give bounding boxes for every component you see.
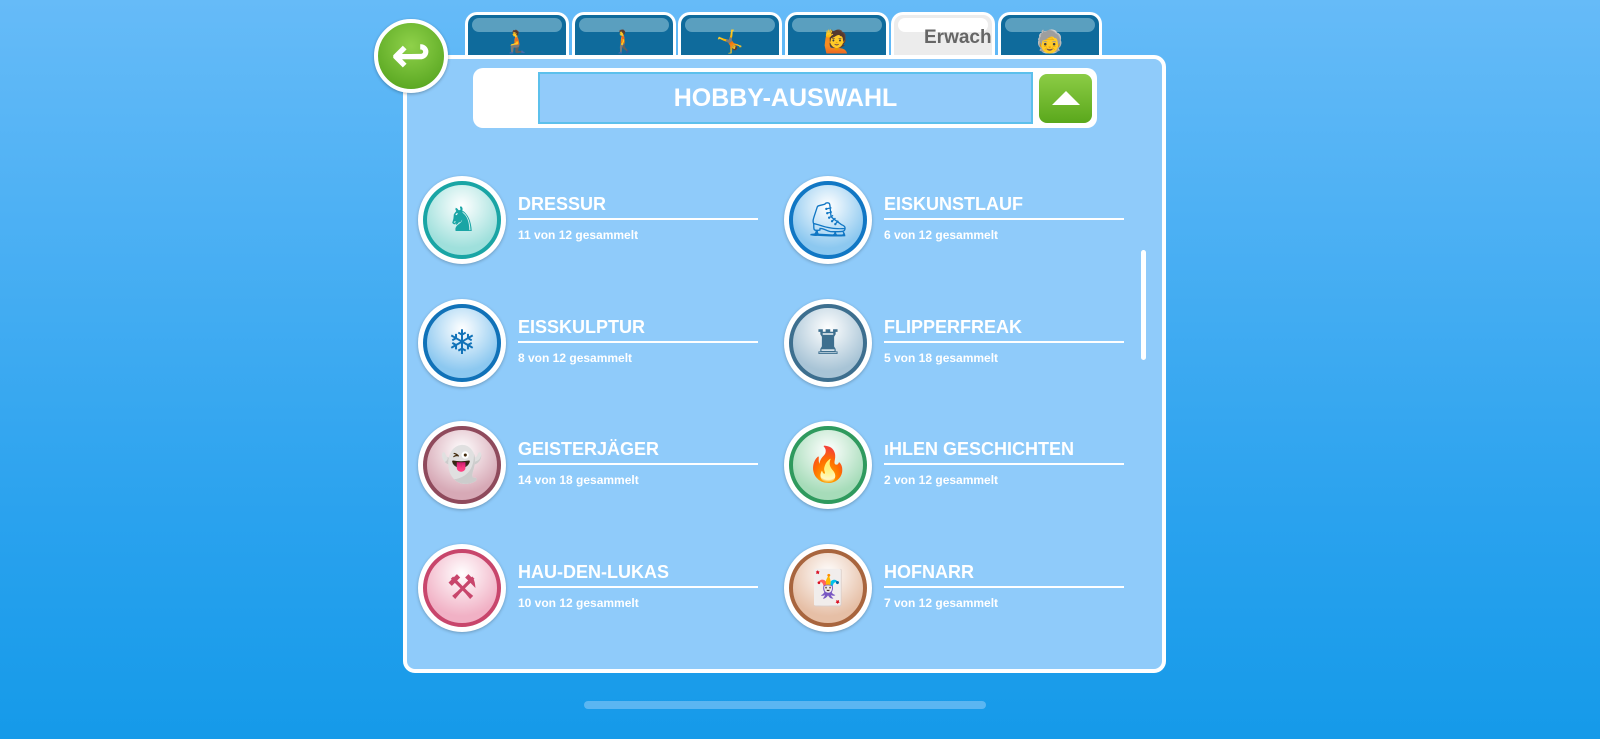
hobby-item[interactable]: 🃏 HOFNARR 7 von 12 gesammelt: [784, 544, 1134, 634]
hobby-progress: 8 von 12 gesammelt: [518, 351, 633, 365]
hobby-badge: 🃏: [784, 544, 872, 632]
hobby-item[interactable]: ⛸ EISKUNSTLAUF 6 von 12 gesammelt: [784, 176, 1134, 266]
hobby-icon: 👻: [423, 426, 501, 504]
divider: [884, 218, 1124, 220]
hobby-progress: 5 von 18 gesammelt: [884, 351, 999, 365]
tab-baby[interactable]: 🧎: [465, 12, 569, 58]
page-title: HOBBY-AUSWAHL: [538, 72, 1033, 124]
elder-icon: 🧓: [1036, 29, 1064, 54]
divider: [518, 218, 758, 220]
hobby-item[interactable]: 👻 GEISTERJÄGER 14 von 18 gesammelt: [418, 421, 768, 511]
young-adult-icon: 🙋: [823, 29, 851, 54]
hobby-icon: ⚒: [423, 549, 501, 627]
divider: [518, 463, 758, 465]
home-indicator[interactable]: [584, 701, 986, 709]
back-button[interactable]: ↩: [374, 19, 448, 93]
hobby-icon: ⛸: [789, 181, 867, 259]
tab-teen[interactable]: 🤸: [678, 12, 782, 58]
hobby-badge: ⛸: [784, 176, 872, 264]
tab-adult[interactable]: Erwach: [891, 12, 995, 58]
scrollbar[interactable]: [1141, 250, 1146, 360]
hobby-title: GEISTERJÄGER: [518, 439, 660, 459]
hobby-progress: 10 von 12 gesammelt: [518, 596, 639, 610]
collapse-up-button[interactable]: [1039, 74, 1092, 123]
tab-child[interactable]: 🚶: [572, 12, 676, 58]
hobby-title: EISSKULPTUR: [518, 317, 646, 337]
hobby-title: HOFNARR: [884, 562, 974, 582]
divider: [518, 341, 758, 343]
divider: [884, 463, 1124, 465]
baby-icon: 🧎: [503, 29, 531, 54]
hobby-item[interactable]: ♞ DRESSUR 11 von 12 gesammelt: [418, 176, 768, 266]
hobby-progress: 14 von 18 gesammelt: [518, 473, 639, 487]
hobby-item[interactable]: ♜ FLIPPERFREAK 5 von 18 gesammelt: [784, 299, 1134, 389]
hobby-icon: 🔥: [789, 426, 867, 504]
hobby-badge: ♜: [784, 299, 872, 387]
divider: [518, 586, 758, 588]
hobby-progress: 7 von 12 gesammelt: [884, 596, 999, 610]
hobby-item[interactable]: 🔥 ıHLEN GESCHICHTEN 2 von 12 gesammelt: [784, 421, 1134, 511]
hobby-title: ıHLEN GESCHICHTEN: [884, 439, 1075, 459]
hobby-icon: 🃏: [789, 549, 867, 627]
hobby-badge: ❄: [418, 299, 506, 387]
hobby-title: DRESSUR: [518, 194, 607, 214]
back-arrow-icon: ↩: [391, 29, 431, 81]
hobby-progress: 2 von 12 gesammelt: [884, 473, 999, 487]
hobby-badge: 🔥: [784, 421, 872, 509]
hobby-title: HAU-DEN-LUKAS: [518, 562, 669, 582]
hobby-badge: ⚒: [418, 544, 506, 632]
hobby-icon: ♞: [423, 181, 501, 259]
hobby-icon: ❄: [423, 304, 501, 382]
hobby-title: EISKUNSTLAUF: [884, 194, 1023, 214]
hobby-title: FLIPPERFREAK: [884, 317, 1023, 337]
tab-elder[interactable]: 🧓: [998, 12, 1102, 58]
tab-label: Erwach: [924, 27, 992, 48]
child-icon: 🚶: [610, 29, 638, 54]
hobby-progress: 11 von 12 gesammelt: [518, 228, 639, 242]
hobby-item[interactable]: ❄ EISSKULPTUR 8 von 12 gesammelt: [418, 299, 768, 389]
hobby-icon: ♜: [789, 304, 867, 382]
hobby-progress: 6 von 12 gesammelt: [884, 228, 999, 242]
divider: [884, 586, 1124, 588]
hobby-badge: 👻: [418, 421, 506, 509]
teen-icon: 🤸: [716, 29, 744, 54]
hobby-panel: [403, 55, 1166, 673]
hobby-badge: ♞: [418, 176, 506, 264]
tab-young-adult[interactable]: 🙋: [785, 12, 889, 58]
hobby-item[interactable]: ⚒ HAU-DEN-LUKAS 10 von 12 gesammelt: [418, 544, 768, 634]
divider: [884, 341, 1124, 343]
